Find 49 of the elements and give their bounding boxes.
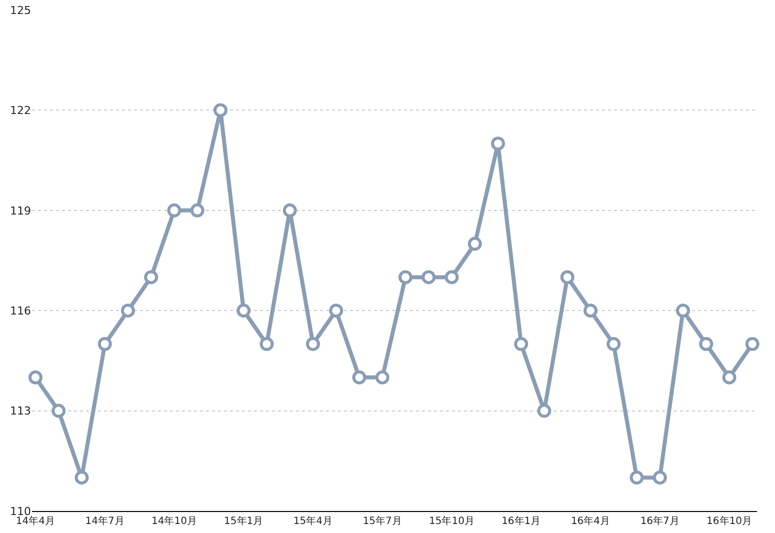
point (213, 103, 228, 118)
y-tick-label: 125 (10, 4, 31, 17)
point (120, 304, 135, 318)
point (722, 370, 736, 384)
point (167, 203, 182, 218)
point (490, 136, 505, 151)
point (329, 304, 344, 318)
x-tick-label: 14年7月 (85, 515, 124, 527)
x-tick-label: 14年4月 (16, 515, 56, 527)
point (260, 337, 274, 351)
x-tick-label: 15年7月 (362, 515, 402, 527)
point (514, 337, 528, 351)
point (468, 236, 482, 251)
x-tick-label: 14年10月 (151, 515, 197, 527)
point (98, 337, 112, 351)
point (676, 304, 690, 318)
point (352, 370, 366, 384)
x-tick-label: 15年10月 (429, 515, 474, 527)
x-tick-label: 16年1月 (502, 515, 541, 527)
point (583, 304, 598, 318)
point (652, 470, 667, 485)
point (52, 404, 66, 418)
point (444, 270, 459, 284)
y-tick-label: 116 (10, 304, 31, 318)
point (398, 270, 412, 284)
y-tick-label: 119 (10, 204, 31, 218)
x-tick-label: 15年4月 (293, 515, 333, 527)
x-tick-label: 16年4月 (570, 515, 610, 527)
point (144, 270, 158, 284)
point (190, 203, 204, 218)
point (28, 370, 42, 384)
x-tick-label: 16年7月 (640, 515, 680, 527)
y-tick-label: 113 (10, 404, 31, 418)
y-tick-label: 122 (10, 104, 31, 118)
point (699, 337, 714, 351)
point (422, 270, 436, 284)
point (560, 270, 574, 284)
point (306, 337, 320, 351)
x-tick-label: 15年1月 (224, 515, 264, 527)
point (606, 337, 621, 351)
y-tick-label: 110 (10, 504, 31, 518)
point (745, 337, 760, 351)
point (537, 404, 552, 418)
point (630, 470, 644, 485)
point (282, 203, 297, 218)
point (74, 470, 89, 485)
x-tick-label: 16年10月 (706, 515, 752, 527)
point (236, 304, 251, 318)
point (375, 370, 390, 384)
